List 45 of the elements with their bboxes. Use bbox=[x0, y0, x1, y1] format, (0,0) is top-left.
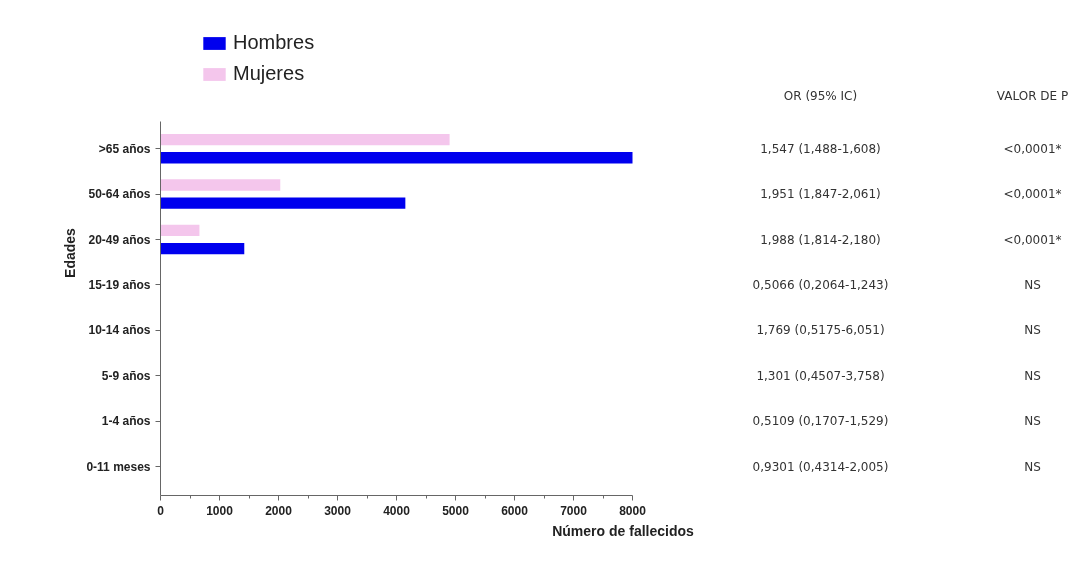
bar bbox=[160, 197, 406, 209]
text: 0,5066 (0,2064-1,243) bbox=[752, 277, 889, 292]
y-tick-label: 15-19 años bbox=[88, 277, 151, 292]
text: NS bbox=[1024, 459, 1041, 474]
x-tick-label: 2000 bbox=[265, 503, 293, 518]
x-tick-label: 4000 bbox=[383, 503, 411, 518]
y-tick-label: 20-49 años bbox=[88, 232, 151, 247]
y-tick-label: 1-4 años bbox=[101, 414, 151, 429]
x-tick-label: 6000 bbox=[501, 503, 529, 518]
text: 0,9301 (0,4314-2,005) bbox=[752, 459, 889, 474]
text: NS bbox=[1024, 277, 1041, 292]
x-tick-label: 0 bbox=[157, 503, 165, 518]
bar bbox=[160, 152, 633, 164]
text: NS bbox=[1024, 323, 1041, 338]
text: 1,988 (1,814-2,180) bbox=[760, 232, 881, 247]
y-tick-label: 10-14 años bbox=[88, 323, 151, 338]
bar bbox=[160, 133, 450, 146]
y-tick-label: 5-9 años bbox=[101, 368, 151, 383]
x-tick-label: 1000 bbox=[206, 503, 234, 518]
bar bbox=[160, 224, 200, 237]
text: 1,951 (1,847-2,061) bbox=[760, 187, 881, 202]
y-axis-title: Edades bbox=[62, 227, 79, 278]
text: NS bbox=[1024, 414, 1041, 429]
x-tick-label: 8000 bbox=[619, 503, 647, 518]
text: <0,0001* bbox=[1003, 141, 1062, 156]
x-axis-title: Número de fallecidos bbox=[552, 522, 695, 539]
y-tick-label: >65 años bbox=[98, 141, 151, 156]
bar bbox=[160, 242, 245, 255]
x-tick-label: 7000 bbox=[560, 503, 588, 518]
text: 1,301 (0,4507-3,758) bbox=[756, 368, 885, 383]
x-tick-label: 5000 bbox=[442, 503, 470, 518]
text: 1,769 (0,5175-6,051) bbox=[756, 323, 885, 338]
text: NS bbox=[1024, 368, 1041, 383]
text: <0,0001* bbox=[1003, 232, 1062, 247]
y-tick-label: 50-64 años bbox=[88, 187, 151, 202]
bar bbox=[160, 179, 281, 191]
y-tick-label: 0-11 meses bbox=[86, 459, 151, 474]
text: VALOR DE P bbox=[996, 89, 1069, 104]
x-tick-label: 3000 bbox=[324, 503, 352, 518]
text: <0,0001* bbox=[1003, 187, 1062, 202]
legend-label: Hombres bbox=[233, 31, 315, 54]
legend-label: Mujeres bbox=[233, 62, 305, 85]
text: 0,5109 (0,1707-1,529) bbox=[752, 414, 889, 429]
text: 1,547 (1,488-1,608) bbox=[760, 141, 881, 156]
text: OR (95% IC) bbox=[783, 89, 858, 104]
